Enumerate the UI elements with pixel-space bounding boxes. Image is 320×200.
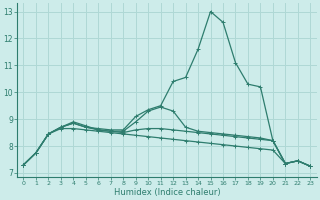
X-axis label: Humidex (Indice chaleur): Humidex (Indice chaleur) [114, 188, 220, 197]
